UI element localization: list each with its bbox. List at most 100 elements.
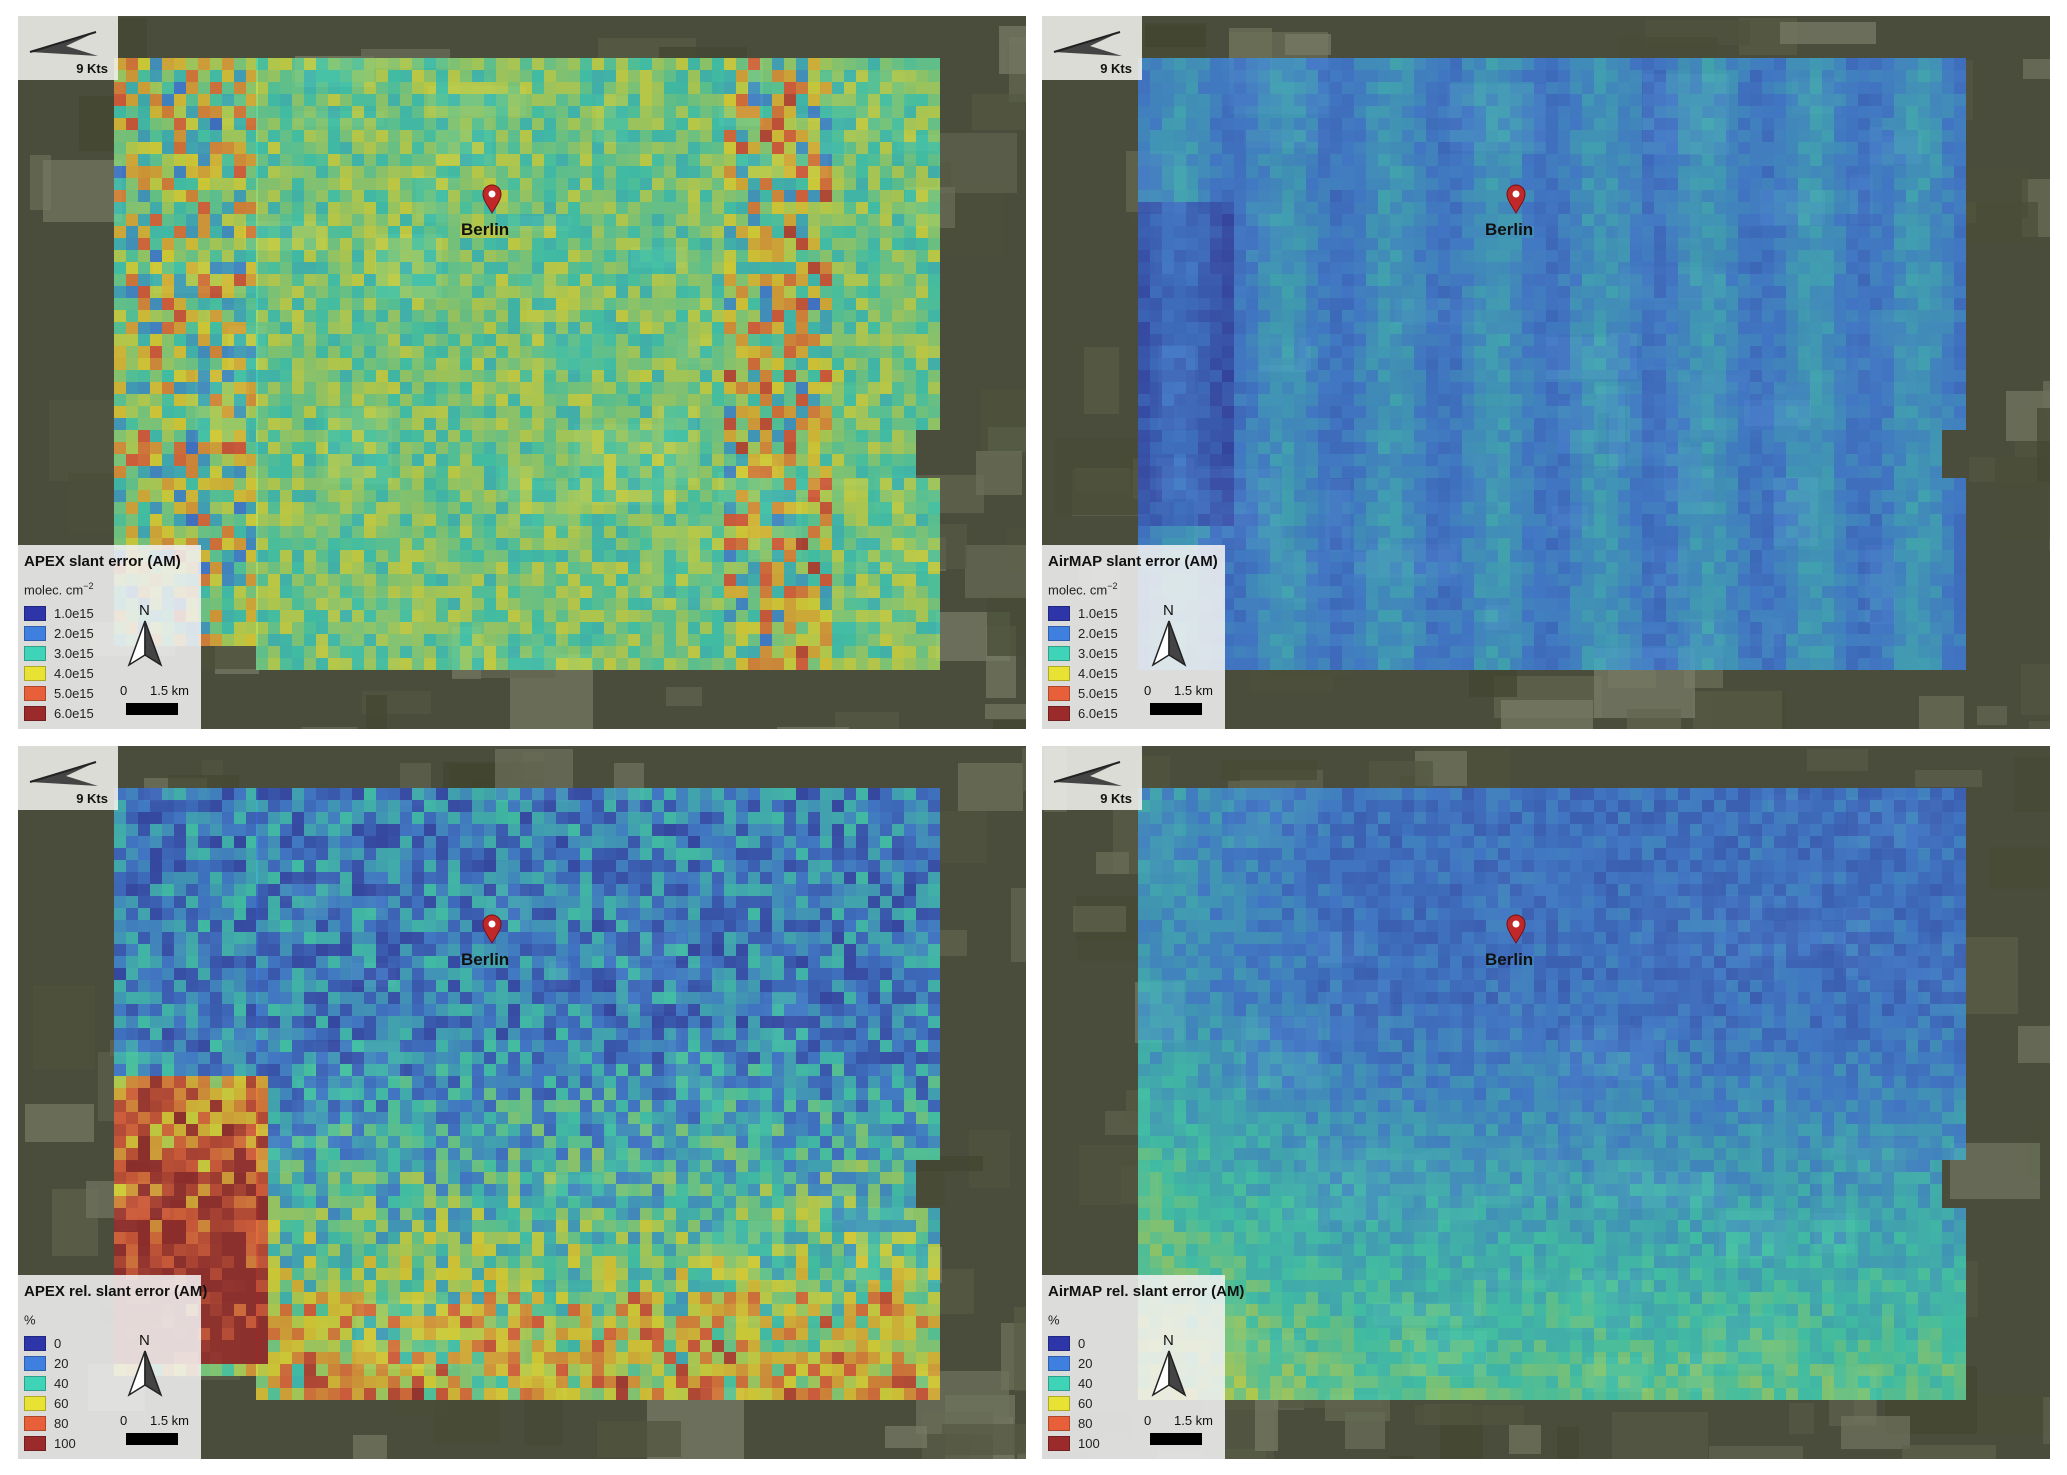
legend-item: 40: [1048, 1373, 1100, 1393]
scale-bar: [126, 703, 178, 715]
wind-speed-label: 9 Kts: [1100, 61, 1132, 76]
scale-start-label: 0: [120, 1413, 128, 1428]
legend-unit: %: [24, 1312, 36, 1328]
city-label: Berlin: [461, 950, 510, 969]
north-arrow-icon: N: [1151, 602, 1187, 667]
legend-items: 1.0e15 2.0e15 3.0e15 4.0e15 5.0e15 6.0e15: [1048, 603, 1118, 723]
legend-value: 80: [54, 1415, 69, 1431]
map-canvas: [1042, 16, 2050, 729]
wind-arrow-icon: [29, 761, 98, 786]
legend-item: 20: [24, 1353, 76, 1373]
map-canvas: [18, 16, 1026, 729]
wind-arrow-icon: [29, 31, 98, 56]
legend-item: 0: [24, 1333, 76, 1353]
legend-swatch: [24, 1335, 46, 1351]
map-pin-icon: [482, 914, 502, 944]
legend-swatch: [1048, 1415, 1070, 1431]
legend-swatch: [24, 645, 46, 661]
legend-swatch: [1048, 705, 1070, 721]
legend-swatch: [1048, 1335, 1070, 1351]
legend-item: 3.0e15: [24, 643, 94, 663]
legend-unit: molec. cm−2: [1048, 581, 1118, 598]
legend-swatch: [1048, 1355, 1070, 1371]
legend-value: 2.0e15: [54, 625, 94, 641]
north-arrow-icon: N: [1151, 1332, 1187, 1397]
map-panel-apex-rel: 9 Kts Berlin APEX rel. slant error (AM) …: [18, 746, 1026, 1459]
legend-title: AirMAP slant error (AM): [1048, 553, 1218, 570]
legend-swatch: [1048, 1375, 1070, 1391]
legend-value: 60: [1078, 1395, 1093, 1411]
legend-value: 3.0e15: [54, 645, 94, 661]
legend-items: 0 20 40 60 80 100: [24, 1333, 76, 1453]
legend-value: 1.0e15: [54, 605, 94, 621]
wind-speed-label: 9 Kts: [76, 61, 108, 76]
legend-value: 20: [54, 1355, 69, 1371]
legend-item: 80: [1048, 1413, 1100, 1433]
legend: APEX rel. slant error (AM) % 0 20 40 60 80 10…: [18, 1275, 207, 1459]
svg-text:N: N: [139, 602, 150, 619]
scale-bar: [126, 1433, 178, 1445]
wind-indicator: 9 Kts: [18, 16, 118, 80]
wind-indicator: 9 Kts: [18, 746, 118, 810]
legend-value: 100: [54, 1435, 76, 1451]
legend-value: 6.0e15: [1078, 705, 1118, 721]
scale-start-label: 0: [1144, 683, 1152, 698]
legend-swatch: [24, 1375, 46, 1391]
legend-swatch: [24, 665, 46, 681]
wind-speed-label: 9 Kts: [1100, 791, 1132, 806]
wind-speed-label: 9 Kts: [76, 791, 108, 806]
legend-items: 0 20 40 60 80 100: [1048, 1333, 1100, 1453]
map-panel-airmap-rel: 9 Kts Berlin AirMAP rel. slant error (AM…: [1042, 746, 2050, 1459]
north-arrow-icon: N: [127, 602, 163, 667]
scale-end-label: 1.5 km: [1174, 1413, 1214, 1428]
scale-end-label: 1.5 km: [150, 683, 190, 698]
legend-item: 60: [1048, 1393, 1100, 1413]
legend-item: 100: [24, 1433, 76, 1453]
north-arrow-icon: N: [127, 1332, 163, 1397]
scale-end-label: 1.5 km: [1174, 683, 1214, 698]
legend-items: 1.0e15 2.0e15 3.0e15 4.0e15 5.0e15 6.0e15: [24, 603, 94, 723]
legend-item: 20: [1048, 1353, 1100, 1373]
legend-value: 0: [54, 1335, 62, 1351]
legend-item: 5.0e15: [24, 683, 94, 703]
legend-swatch: [1048, 685, 1070, 701]
legend-title: APEX rel. slant error (AM): [24, 1283, 208, 1300]
legend-item: 40: [24, 1373, 76, 1393]
city-label: Berlin: [461, 220, 510, 239]
legend-swatch: [1048, 605, 1070, 621]
legend-item: 6.0e15: [24, 703, 94, 723]
legend-swatch: [1048, 1435, 1070, 1451]
map-pin-icon: [1506, 914, 1526, 944]
wind-indicator: 9 Kts: [1042, 16, 1142, 80]
legend-item: 2.0e15: [24, 623, 94, 643]
scale-end-label: 1.5 km: [150, 1413, 190, 1428]
legend-swatch: [1048, 645, 1070, 661]
legend-swatch: [1048, 665, 1070, 681]
map-pin-icon: [1506, 184, 1526, 214]
legend-value: 5.0e15: [54, 685, 94, 701]
map-panel-airmap-abs: 9 Kts Berlin AirMAP slant error (AM) mol…: [1042, 16, 2050, 729]
legend-swatch: [24, 1355, 46, 1371]
scale-start-label: 0: [1144, 1413, 1152, 1428]
legend-swatch: [24, 1435, 46, 1451]
city-label: Berlin: [1485, 220, 1534, 239]
legend: APEX slant error (AM) molec. cm−2 1.0e15…: [18, 545, 201, 729]
legend-item: 3.0e15: [1048, 643, 1118, 663]
scale-start-label: 0: [120, 683, 128, 698]
legend-value: 80: [1078, 1415, 1093, 1431]
legend-value: 6.0e15: [54, 705, 94, 721]
legend-title: APEX slant error (AM): [24, 553, 181, 570]
legend-swatch: [24, 705, 46, 721]
legend-item: 80: [24, 1413, 76, 1433]
legend-value: 40: [54, 1375, 69, 1391]
legend-value: 1.0e15: [1078, 605, 1118, 621]
legend-swatch: [24, 1415, 46, 1431]
legend-item: 5.0e15: [1048, 683, 1118, 703]
legend-value: 100: [1078, 1435, 1100, 1451]
legend-swatch: [24, 1395, 46, 1411]
legend-title: AirMAP rel. slant error (AM): [1048, 1283, 1245, 1300]
map-canvas: [1042, 746, 2050, 1459]
scale-bar: [1150, 703, 1202, 715]
wind-arrow-icon: [1053, 761, 1122, 786]
legend: AirMAP rel. slant error (AM) % 0 20 40 60 80…: [1042, 1275, 1244, 1459]
